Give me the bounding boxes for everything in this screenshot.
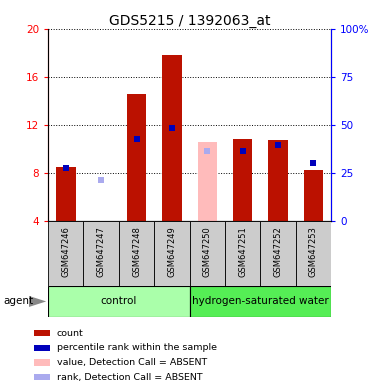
Text: agent: agent [4,296,34,306]
Text: GSM647252: GSM647252 [273,226,283,277]
Bar [34,374,50,380]
Bar [233,139,253,221]
Bar [190,286,331,317]
Bar [190,221,225,286]
Bar [48,221,84,286]
Text: GSM647246: GSM647246 [61,226,70,277]
Title: GDS5215 / 1392063_at: GDS5215 / 1392063_at [109,14,270,28]
Text: GSM647248: GSM647248 [132,226,141,277]
Bar [84,221,119,286]
Bar [198,142,217,221]
Bar [34,345,50,351]
Text: hydrogen-saturated water: hydrogen-saturated water [192,296,329,306]
Bar [304,170,323,221]
Bar [296,221,331,286]
Text: GSM647249: GSM647249 [167,226,176,277]
Bar [225,221,260,286]
Text: percentile rank within the sample: percentile rank within the sample [57,343,217,353]
Bar [56,167,75,221]
Text: value, Detection Call = ABSENT: value, Detection Call = ABSENT [57,358,207,367]
Polygon shape [29,296,46,307]
Text: count: count [57,329,84,338]
Text: rank, Detection Call = ABSENT: rank, Detection Call = ABSENT [57,372,203,382]
Bar [154,221,190,286]
Bar [162,55,182,221]
Bar [92,221,111,222]
Bar [119,221,154,286]
Bar [260,221,296,286]
Text: GSM647251: GSM647251 [238,226,247,277]
Bar [127,94,146,221]
Text: GSM647247: GSM647247 [97,226,106,277]
Text: control: control [101,296,137,306]
Bar [34,330,50,336]
Bar [34,359,50,366]
Text: GSM647253: GSM647253 [309,226,318,277]
Text: GSM647250: GSM647250 [203,226,212,277]
Bar [268,141,288,221]
Bar [48,286,190,317]
